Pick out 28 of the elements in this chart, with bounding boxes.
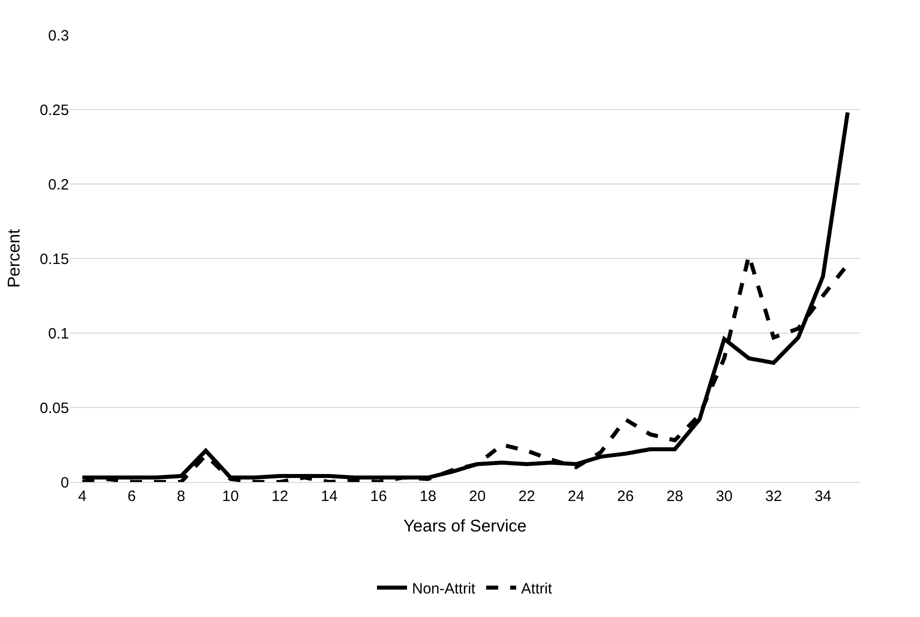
x-axis-title: Years of Service [403,516,527,536]
y-tick-label: 0.05 [40,400,69,417]
line-series [80,110,850,480]
x-tick-label: 4 [78,488,87,505]
x-tick-label: 30 [716,488,733,505]
x-tick-label: 12 [271,488,288,505]
x-tick-label: 14 [320,488,338,505]
y-tick-label: 0.1 [48,325,69,342]
x-tick-label: 34 [814,488,832,505]
legend-label: Attrit [521,580,553,598]
x-tick-label: 22 [518,488,536,505]
x-tick-label: 26 [617,488,634,505]
y-tick-label: 0.3 [48,27,69,44]
x-tick-label: 20 [468,488,486,505]
y-tick-label: 0 [60,474,69,492]
y-axis-title: Percent [4,228,24,288]
x-tick-label: 24 [568,488,584,505]
x-tick-label: 6 [128,488,136,505]
x-tick-label: 16 [370,488,387,505]
x-tick-label: 8 [176,488,186,505]
y-tick-label: 0.25 [40,102,69,119]
x-tick-label: 28 [666,488,684,505]
x-tick-label: 32 [765,488,782,505]
legend-label: Non-Attrit [412,580,476,598]
x-tick-label: 10 [222,488,239,505]
y-tick-label: 0.15 [40,250,69,268]
x-tick-label: 18 [420,488,436,505]
y-tick-label: 0.2 [48,176,69,194]
